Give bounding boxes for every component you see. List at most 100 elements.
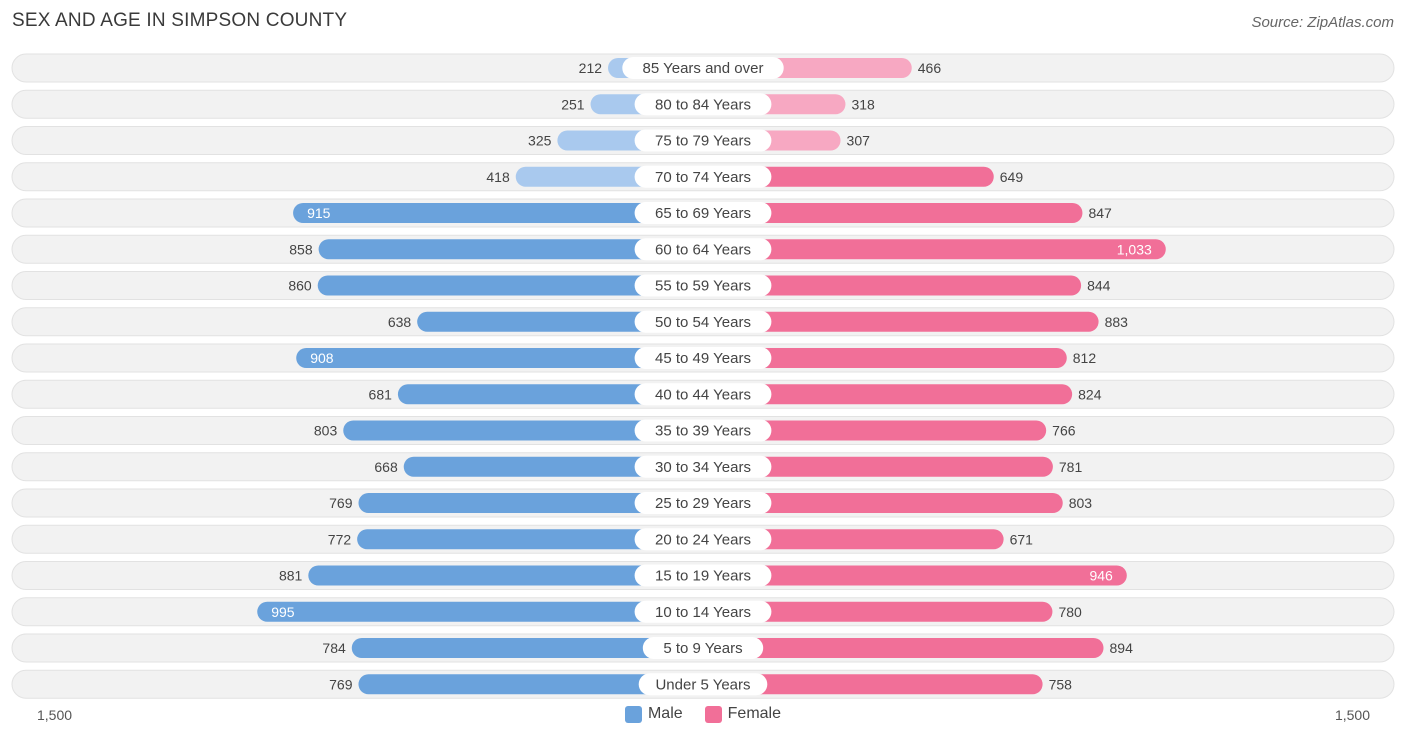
female-bar	[703, 348, 1067, 368]
category-label-pill	[634, 238, 772, 261]
category-label: 70 to 74 Years	[655, 169, 751, 186]
chart-row: 908 812 45 to 49 Years	[11, 343, 1395, 373]
male-value-label: 915	[307, 205, 331, 221]
male-value-label: 803	[314, 423, 338, 439]
chart-row: 860 844 55 to 59 Years	[11, 271, 1395, 300]
female-bar	[703, 638, 1104, 658]
male-value-label: 212	[579, 60, 603, 76]
category-label-pill	[634, 93, 772, 116]
category-label-pill	[634, 564, 772, 587]
chart-row: 769 803 25 to 29 Years	[11, 488, 1395, 518]
male-value-label: 881	[279, 568, 303, 584]
male-value-label: 769	[329, 495, 353, 511]
male-bar	[296, 348, 703, 368]
category-label-pill	[634, 310, 772, 333]
category-label-pill	[622, 57, 784, 79]
category-label: 75 to 79 Years	[655, 133, 751, 150]
legend-swatch-male	[624, 705, 642, 723]
category-label-pill	[634, 165, 772, 188]
male-bar	[257, 601, 703, 622]
female-value-label: 307	[847, 133, 871, 149]
chart-row: 668 781 30 to 34 Years	[11, 452, 1395, 482]
female-value-label: 803	[1069, 495, 1093, 511]
female-value-label: 844	[1087, 278, 1111, 294]
chart-row: 858 1,033 60 to 64 Years	[11, 234, 1395, 264]
legend: Male Female	[0, 705, 1406, 723]
chart-row: 995 780 10 to 14 Years	[11, 597, 1395, 627]
male-bar	[358, 674, 703, 695]
source-credit: Source: ZipAtlas.com	[1251, 14, 1394, 31]
female-bar	[703, 311, 1099, 332]
axis-left-max-label: 1,500	[37, 707, 73, 723]
category-label-pill	[634, 600, 772, 623]
category-label-pill	[634, 274, 772, 297]
category-label-pill	[638, 673, 768, 696]
male-bar	[397, 384, 703, 405]
chart-row: 881 946 15 to 19 Years	[11, 561, 1395, 590]
male-bar	[358, 493, 703, 513]
female-value-label: 812	[1073, 350, 1097, 366]
axis-right-max-label: 1,500	[1334, 707, 1370, 723]
female-value-label: 847	[1088, 205, 1112, 221]
category-label-pill	[634, 129, 772, 152]
male-value-label: 668	[374, 459, 398, 475]
female-value-label: 1,033	[1117, 241, 1152, 257]
chart-row: 769 758 Under 5 Years	[11, 669, 1395, 699]
male-bar	[308, 565, 703, 586]
population-pyramid-chart: 212 466 85 Years and over 251 318 80 to 84 Ye…	[11, 53, 1395, 699]
male-bar	[318, 239, 703, 260]
category-label: 15 to 19 Years	[655, 568, 751, 585]
category-label-pill	[634, 347, 772, 369]
category-label-pill	[634, 492, 772, 514]
male-bar	[293, 203, 703, 223]
female-value-label: 766	[1052, 423, 1076, 439]
category-label: 50 to 54 Years	[655, 314, 751, 331]
chart-row: 915 847 65 to 69 Years	[11, 198, 1395, 228]
category-label: 20 to 24 Years	[655, 531, 751, 548]
category-label: 35 to 39 Years	[655, 423, 751, 440]
female-value-label: 883	[1105, 314, 1129, 330]
female-bar	[703, 166, 994, 187]
legend-item-male: Male	[624, 705, 683, 723]
female-value-label: 466	[918, 60, 942, 76]
category-label: 80 to 84 Years	[655, 96, 751, 113]
category-label: 25 to 29 Years	[655, 495, 751, 512]
female-bar	[703, 275, 1082, 296]
chart-row: 638 883 50 to 54 Years	[11, 307, 1395, 337]
category-label-pill	[634, 419, 772, 442]
category-label: 40 to 44 Years	[655, 386, 751, 403]
male-bar	[343, 420, 703, 441]
female-value-label: 758	[1049, 676, 1073, 692]
female-value-label: 824	[1078, 386, 1102, 402]
chart-row: 784 894 5 to 9 Years	[11, 633, 1395, 663]
category-label: 85 Years and over	[643, 60, 764, 77]
male-value-label: 908	[310, 350, 334, 366]
male-bar	[351, 638, 703, 658]
female-value-label: 946	[1089, 568, 1113, 584]
category-label: 10 to 14 Years	[655, 604, 751, 621]
female-bar	[703, 601, 1053, 622]
category-label: 65 to 69 Years	[655, 205, 751, 222]
male-value-label: 995	[271, 604, 295, 620]
chart-row: 681 824 40 to 44 Years	[11, 379, 1395, 409]
chart-row: 803 766 35 to 39 Years	[11, 416, 1395, 445]
male-value-label: 681	[369, 386, 393, 402]
male-value-label: 638	[388, 314, 412, 330]
male-value-label: 784	[322, 640, 346, 656]
category-label-pill	[634, 455, 772, 478]
female-bar	[703, 384, 1073, 405]
female-bar	[703, 493, 1063, 513]
male-value-label: 769	[329, 676, 353, 692]
category-label: 30 to 34 Years	[655, 459, 751, 476]
category-label-pill	[634, 202, 772, 224]
male-value-label: 860	[288, 278, 312, 294]
male-value-label: 251	[561, 96, 585, 112]
female-value-label: 781	[1059, 459, 1083, 475]
female-bar	[703, 420, 1047, 441]
male-bar	[317, 275, 703, 296]
female-bar	[703, 456, 1053, 477]
female-value-label: 780	[1058, 604, 1082, 620]
female-bar	[703, 239, 1166, 260]
category-label: 55 to 59 Years	[655, 278, 751, 295]
chart-row: 772 671 20 to 24 Years	[11, 524, 1395, 554]
